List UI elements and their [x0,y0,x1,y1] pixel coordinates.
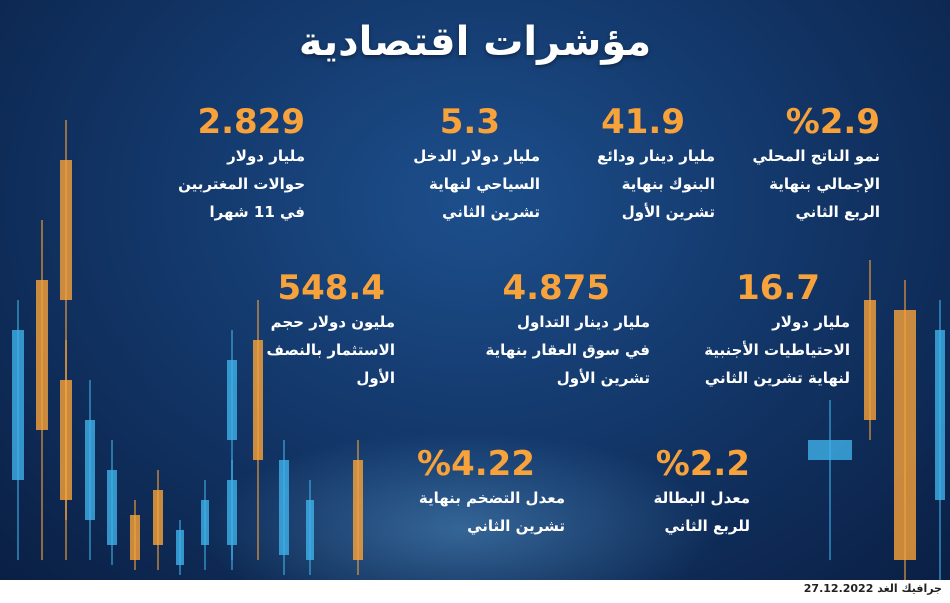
stat-value: 2.829 [197,102,305,142]
stat-bank-deposits: 41.9 مليار دينار ودائع البنوك بنهاية تشر… [515,102,715,226]
candle-mark [176,520,184,575]
stat-description: معدل البطالة للربع الثاني [653,489,750,535]
stat-description: مليار دولار الاحتياطيات الأجنبية لنهاية … [704,313,850,387]
stat-investment-volume: 548.4 مليون دولار حجم الاستثمار بالنصف ا… [225,268,395,392]
candle-mark [153,470,163,570]
candle-mark [107,440,117,565]
candle-mark [808,400,852,560]
candle-mark [85,380,95,560]
stat-description: مليار دولار حوالات المغتربين في 11 شهرا [178,147,305,221]
stat-gdp-growth: %2.9 نمو الناتج المحلي الإجمالي بنهاية ا… [680,102,880,226]
footer-credit: جرافيك الغد 27.12.2022 [804,582,942,595]
candle-mark [253,300,263,560]
stat-description: معدل التضخم بنهاية تشرين الثاني [418,489,565,535]
stat-value: 4.875 [502,268,610,308]
footer-credit-text: جرافيك الغد [877,582,942,595]
candlestick-decoration [12,120,945,580]
stat-description: مليار دينار ودائع البنوك بنهاية تشرين ال… [596,147,715,221]
page-title: مؤشرات اقتصادية [298,19,652,65]
stat-real-estate-trading: 4.875 مليار دينار التداول في سوق العقار … [440,268,650,392]
stat-value: %2.2 [655,444,750,484]
candle-mark [935,300,945,580]
stat-description: نمو الناتج المحلي الإجمالي بنهاية الربع … [752,147,880,221]
stat-remittances: 2.829 مليار دولار حوالات المغتربين في 11… [135,102,305,226]
stat-description: مليون دولار حجم الاستثمار بالنصف الأول [266,313,395,387]
stat-value: 41.9 [601,102,685,142]
stat-value: 548.4 [277,268,385,308]
candle-mark [864,260,876,440]
stat-foreign-reserves: 16.7 مليار دولار الاحتياطيات الأجنبية لن… [660,268,850,392]
stat-description: مليار دولار الدخل السياحي لنهاية تشرين ا… [413,147,540,221]
stat-tourism-income: 5.3 مليار دولار الدخل السياحي لنهاية تشر… [340,102,540,226]
infographic-panel: مؤشرات اقتصادية %2.9 نمو الناتج المحلي ا… [0,0,950,580]
candle-mark [60,340,72,560]
stat-inflation-rate: %4.22 معدل التضخم بنهاية تشرين الثاني [365,444,565,540]
candle-mark [227,460,237,570]
candle-mark [894,280,916,580]
footer-date: 27.12.2022 [803,582,874,595]
stat-value: %2.9 [785,102,880,142]
stat-value: 5.3 [439,102,500,142]
stat-value: 16.7 [736,268,820,308]
candle-mark [12,300,24,560]
candle-mark [279,440,289,575]
stat-value: %4.22 [417,444,535,484]
candle-mark [306,480,314,575]
candle-mark [201,480,209,570]
stat-unemployment-rate: %2.2 معدل البطالة للربع الثاني [610,444,750,540]
candle-mark [36,220,48,560]
candle-mark [130,500,140,570]
candle-mark [353,440,363,575]
stat-description: مليار دينار التداول في سوق العقار بنهاية… [485,313,650,387]
